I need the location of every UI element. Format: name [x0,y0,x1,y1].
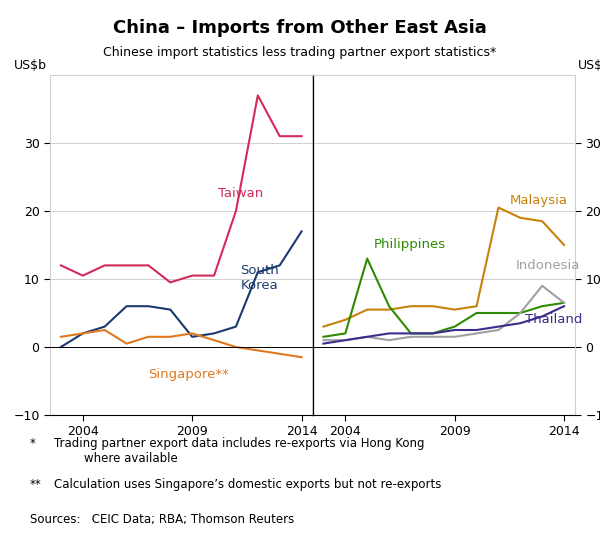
Text: **: ** [30,478,42,491]
Text: Trading partner export data includes re-exports via Hong Kong
        where avai: Trading partner export data includes re-… [54,437,425,465]
Text: Singapore**: Singapore** [148,368,229,381]
Text: Thailand: Thailand [524,313,582,326]
Text: *: * [30,437,36,450]
Text: US$b: US$b [14,59,47,72]
Text: Sources:   CEIC Data; RBA; Thomson Reuters: Sources: CEIC Data; RBA; Thomson Reuters [30,513,294,526]
Text: US$b: US$b [578,59,600,72]
Text: Malaysia: Malaysia [509,194,568,207]
Text: Philippines: Philippines [374,238,446,251]
Text: China – Imports from Other East Asia: China – Imports from Other East Asia [113,19,487,37]
Text: Indonesia: Indonesia [516,259,580,272]
Text: Chinese import statistics less trading partner export statistics*: Chinese import statistics less trading p… [103,46,497,59]
Text: South
Korea: South Korea [241,264,279,292]
Text: Calculation uses Singapore’s domestic exports but not re-exports: Calculation uses Singapore’s domestic ex… [54,478,442,491]
Text: Taiwan: Taiwan [218,187,263,200]
